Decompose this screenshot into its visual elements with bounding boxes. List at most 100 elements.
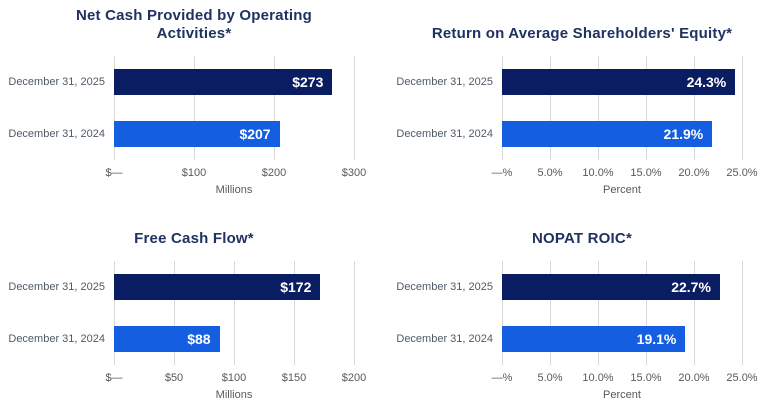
chart-title-box: Return on Average Shareholders' Equity* (388, 5, 776, 43)
bar-2024: $88 (114, 326, 220, 352)
gridline (174, 261, 175, 365)
category-label: December 31, 2024 (8, 333, 105, 345)
gridline (502, 56, 503, 160)
bar-track: $172 (114, 274, 354, 300)
x-axis-ticks: $— $50 $100 $150 $200 (105, 372, 366, 386)
x-axis-tick-label: $— (105, 372, 123, 384)
bar-2025: $273 (114, 69, 333, 95)
x-axis-tick-label: 20.0% (678, 167, 710, 179)
bar-track: $273 (114, 69, 354, 95)
gridline (114, 56, 115, 160)
x-axis-tick-label: $150 (281, 372, 307, 384)
x-axis-tick-label: 5.0% (537, 372, 563, 384)
x-axis-tick-label: 25.0% (726, 167, 758, 179)
bar-row: December 31, 2024 $207 (0, 108, 388, 160)
x-axis-ticks: $— $100 $200 $300 (105, 167, 366, 181)
chart-title-box: Net Cash Provided by Operating Activitie… (0, 5, 388, 43)
x-axis-ticks: —% 5.0% 10.0% 15.0% 20.0% 25.0% (492, 372, 758, 386)
gridline (273, 56, 275, 160)
x-axis-tick-label: $200 (261, 167, 287, 179)
gridline (742, 261, 743, 365)
chart-title: Return on Average Shareholders' Equity* (431, 25, 733, 42)
x-axis-tick-label: 5.0% (537, 167, 563, 179)
bar-row: December 31, 2024 $88 (0, 313, 388, 365)
x-axis-tick-label: $100 (221, 372, 247, 384)
gridline (502, 261, 503, 365)
x-axis-tick-label: $200 (341, 372, 367, 384)
x-axis-tick-label: $100 (181, 167, 207, 179)
bar-2024: 21.9% (502, 121, 713, 147)
gridlines (502, 56, 743, 160)
plot-area: December 31, 2025 22.7% December 31, 2024 1… (388, 261, 776, 365)
chart-net-cash-operating-activities: Net Cash Provided by Operating Activitie… (0, 0, 388, 205)
gridlines (502, 261, 743, 365)
bar-track: $207 (114, 121, 354, 147)
x-axis-tick-label: 10.0% (582, 167, 614, 179)
category-label: December 31, 2024 (396, 333, 493, 345)
bar-2025: 22.7% (502, 274, 720, 300)
chart-title: NOPAT ROIC* (532, 230, 632, 247)
gridline (234, 261, 235, 365)
bar-track: 21.9% (502, 121, 742, 147)
chart-title-box: Free Cash Flow* (0, 210, 388, 248)
bar-rows: December 31, 2025 $273 December 31, 2024 $2… (0, 56, 388, 160)
bar-rows: December 31, 2025 22.7% December 31, 2024 1… (388, 261, 776, 365)
gridline (354, 261, 355, 365)
chart-title: Free Cash Flow* (134, 230, 254, 247)
x-axis-tick-label: 25.0% (726, 372, 758, 384)
gridline (114, 261, 115, 365)
x-axis-tick-label: $50 (164, 372, 184, 384)
bar-value-label: 22.7% (671, 279, 711, 295)
gridline (694, 56, 695, 160)
x-axis-tick-label: 15.0% (630, 167, 662, 179)
x-axis-title: Millions (215, 389, 253, 401)
bar-row: December 31, 2024 21.9% (388, 108, 776, 160)
bar-row: December 31, 2025 $172 (0, 261, 388, 313)
category-label: December 31, 2025 (396, 281, 493, 293)
category-label: December 31, 2025 (8, 281, 105, 293)
gridline (646, 261, 647, 365)
category-label: December 31, 2025 (396, 76, 493, 88)
plot-area: December 31, 2025 $273 December 31, 2024 $2… (0, 56, 388, 160)
bar-value-label: 19.1% (636, 331, 677, 347)
x-axis-tick-label: 20.0% (678, 372, 710, 384)
bar-2025: 24.3% (502, 69, 736, 95)
chart-free-cash-flow: Free Cash Flow* December 31, 2025 $172 Dec… (0, 205, 388, 410)
bar-row: December 31, 2025 $273 (0, 56, 388, 108)
x-axis-tick-label: —% (491, 167, 513, 179)
x-axis-tick-label: 10.0% (582, 372, 614, 384)
chart-return-on-average-shareholders-equity: Return on Average Shareholders' Equity* … (388, 0, 776, 205)
gridline (694, 261, 695, 365)
chart-nopat-roic: NOPAT ROIC* December 31, 2025 22.7% Decemb… (388, 205, 776, 410)
chart-title-box: NOPAT ROIC* (388, 210, 776, 248)
bar-row: December 31, 2025 24.3% (388, 56, 776, 108)
bar-value-label: 21.9% (663, 126, 704, 142)
x-axis-tick-label: $300 (341, 167, 367, 179)
x-axis-title: Millions (215, 184, 253, 196)
bar-track: 22.7% (502, 274, 742, 300)
bar-value-label: $88 (187, 331, 211, 347)
chart-title: Net Cash Provided by Operating Activitie… (75, 7, 313, 42)
bar-2024: 19.1% (502, 326, 686, 352)
bar-row: December 31, 2025 22.7% (388, 261, 776, 313)
bar-rows: December 31, 2025 $172 December 31, 2024 $8… (0, 261, 388, 365)
bar-value-label: $207 (239, 126, 271, 142)
bar-value-label: $273 (292, 74, 324, 90)
bar-track: $88 (114, 326, 354, 352)
category-label: December 31, 2025 (8, 76, 105, 88)
bar-2024: $207 (114, 121, 280, 147)
x-axis-tick-label: —% (491, 372, 513, 384)
bar-value-label: $172 (280, 279, 312, 295)
gridline (550, 56, 551, 160)
plot-area: December 31, 2025 24.3% December 31, 2024 2… (388, 56, 776, 160)
bar-2025: $172 (114, 274, 321, 300)
gridline (193, 56, 195, 160)
gridlines (114, 261, 355, 365)
x-axis-ticks: —% 5.0% 10.0% 15.0% 20.0% 25.0% (492, 167, 758, 181)
gridline (742, 56, 743, 160)
gridline (294, 261, 295, 365)
bar-row: December 31, 2024 19.1% (388, 313, 776, 365)
gridline (598, 56, 599, 160)
bar-value-label: 24.3% (686, 74, 727, 90)
x-axis-tick-label: 15.0% (630, 372, 662, 384)
